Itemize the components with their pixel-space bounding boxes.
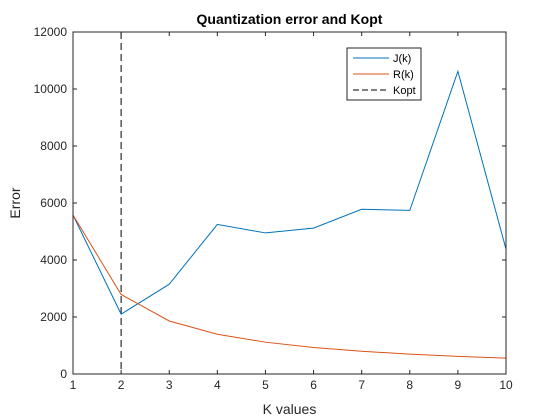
legend-label-1: R(k) [393,69,414,81]
axes-layer: 1 2 3 4 5 6 7 8 9 10 0 2000 4000 6000 8000 10000 12000 [34,25,513,392]
x-tick-label: 7 [358,378,365,392]
y-tick-label: 10000 [34,82,68,96]
x-tick-label: 6 [310,378,317,392]
x-tick-label: 10 [499,378,513,392]
y-tick-label: 0 [60,367,67,381]
y-tick-label: 6000 [40,196,67,210]
plot-area [73,32,506,374]
legend-label-0: J(k) [393,53,411,65]
y-tick-label: 12000 [34,25,68,39]
x-tick-label: 1 [70,378,77,392]
y-axis-title: Error [7,187,23,218]
x-axis-title: K values [263,401,317,417]
x-tick-label: 5 [262,378,269,392]
x-tick-label: 2 [118,378,125,392]
x-tick-label: 9 [455,378,462,392]
plot-layer [72,32,507,374]
legend-label-2: Kopt [393,85,416,97]
y-tick-label: 2000 [40,310,67,324]
chart-title: Quantization error and Kopt [197,11,383,27]
series-line-0 [72,69,507,315]
y-tick-label: 4000 [40,253,67,267]
x-tick-label: 4 [214,378,221,392]
x-tick-label: 3 [166,378,173,392]
y-tick-label: 8000 [40,139,67,153]
legend: J(k) R(k) Kopt [346,47,422,101]
series-line-1 [72,214,507,359]
x-tick-label: 8 [406,378,413,392]
